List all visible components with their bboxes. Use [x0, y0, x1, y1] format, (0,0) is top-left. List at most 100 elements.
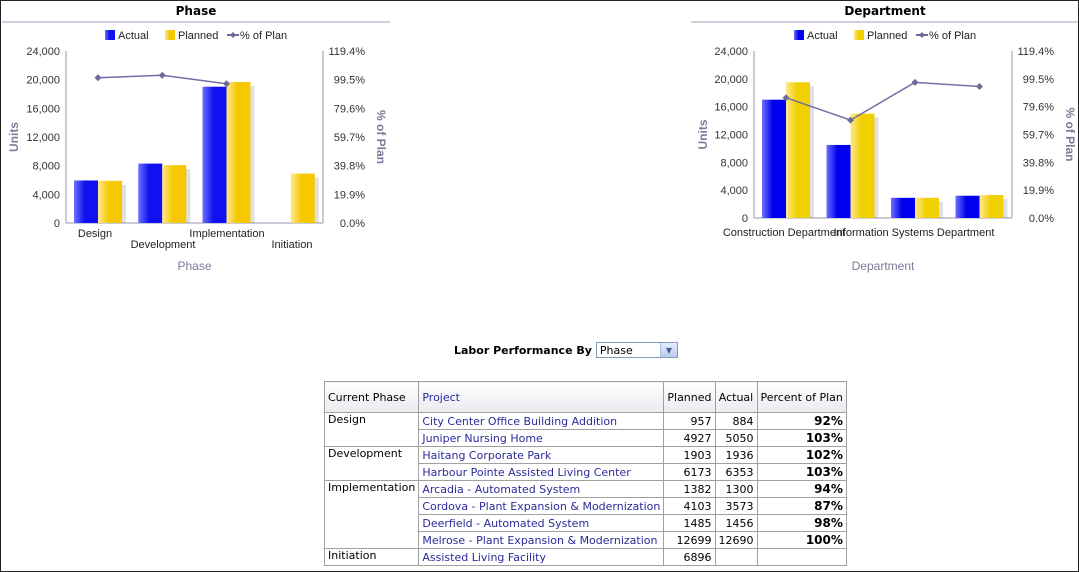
y-tick-label: 8,000: [720, 157, 748, 169]
percent-cell: [756, 548, 847, 566]
group-by-dropdown[interactable]: Phase ▼: [595, 342, 678, 358]
col-project[interactable]: Project: [418, 381, 665, 413]
y2-tick-label: 59.7%: [1023, 130, 1054, 142]
y2-tick-label: 0.0%: [1029, 213, 1054, 225]
y-tick-label: 20,000: [714, 74, 748, 86]
legend-label: Planned: [867, 30, 907, 42]
bar-planned: [226, 82, 251, 223]
percent-of-plan-point: [223, 80, 230, 88]
percent-of-plan-point: [782, 94, 790, 102]
department-chart-svg: Actual Planned % of Plan 0 0.0% 4,000 19.9% 8,0…: [696, 30, 1077, 273]
y-tick-label: 8,000: [32, 161, 60, 173]
y-tick-label: 0: [54, 218, 60, 230]
y2-tick-label: 0.0%: [340, 218, 365, 230]
table-row: Design City Center Office Building Additi…: [323, 412, 847, 447]
y2-tick-label: 59.7%: [334, 132, 365, 144]
y2-tick-label: 39.8%: [334, 161, 365, 173]
legend-swatch-0: [105, 30, 115, 40]
project-link[interactable]: Harbour Pointe Assisted Living Center: [418, 463, 665, 481]
bar-planned: [98, 180, 122, 223]
bar-planned: [915, 197, 939, 218]
y-tick-label: 4,000: [720, 185, 748, 197]
x-tick-label: Construction Department: [723, 227, 845, 239]
percent-cell: 103%: [756, 429, 847, 447]
y-tick-label: 16,000: [26, 103, 60, 115]
bar-actual: [955, 195, 980, 218]
table-row: Harbour Pointe Assisted Living Center 617…: [325, 463, 847, 481]
percent-of-plan-point: [847, 116, 854, 124]
y-tick-label: 0: [742, 213, 748, 225]
y2-tick-label: 39.8%: [1023, 157, 1054, 169]
bar-planned: [979, 195, 1004, 218]
project-link[interactable]: Cordova - Plant Expansion & Modernizatio…: [418, 497, 665, 515]
planned-cell: 6173: [663, 463, 716, 481]
legend-label: % of Plan: [929, 30, 976, 42]
y2-tick-label: 79.6%: [334, 103, 365, 115]
legend-label: Actual: [118, 30, 149, 42]
y-tick-label: 20,000: [26, 75, 60, 87]
col-planned: Planned: [663, 381, 716, 413]
project-link[interactable]: Arcadia - Automated System: [418, 480, 665, 498]
legend-marker: [919, 32, 925, 38]
y-tick-label: 24,000: [26, 46, 60, 58]
phase-chart-svg: Actual Planned % of Plan 0 0.0% 4,000 19.9% 8,0…: [7, 30, 388, 273]
y-tick-label: 16,000: [714, 102, 748, 114]
actual-cell: 12690: [714, 531, 758, 549]
legend-swatch-1: [854, 30, 864, 40]
project-link[interactable]: City Center Office Building Addition: [418, 412, 665, 430]
percent-of-plan-point: [976, 83, 983, 91]
x-tick-label: Information Systems Department: [834, 227, 995, 239]
phase-cell: Development: [323, 446, 420, 481]
x-axis-title: Phase: [177, 259, 211, 273]
y2-tick-label: 79.6%: [1023, 102, 1054, 114]
project-link[interactable]: Deerfield - Automated System: [418, 514, 665, 532]
project-link[interactable]: Haitang Corporate Park: [418, 446, 665, 464]
col-current-phase: Current Phase: [323, 381, 420, 413]
chevron-down-icon[interactable]: ▼: [659, 343, 677, 357]
phase-cell: Design: [323, 412, 420, 447]
labor-table: Current Phase Project Planned Actual Per…: [323, 381, 847, 566]
actual-cell: 884: [714, 412, 758, 430]
table-row: Juniper Nursing Home 4927 5050 103%: [325, 429, 847, 447]
project-link[interactable]: Juniper Nursing Home: [418, 429, 665, 447]
y2-tick-label: 99.5%: [334, 75, 365, 87]
legend-swatch-1: [165, 30, 175, 40]
planned-cell: 957: [663, 412, 716, 430]
bar-actual: [891, 197, 915, 218]
percent-cell: 102%: [756, 446, 847, 464]
percent-cell: 103%: [756, 463, 847, 481]
bar-actual: [826, 144, 851, 218]
x-tick-label: Implementation: [189, 228, 264, 240]
col-actual: Actual: [714, 381, 758, 413]
y2-tick-label: 99.5%: [1023, 74, 1054, 86]
legend-marker: [230, 32, 236, 38]
x-tick-label: Initiation: [272, 239, 313, 251]
x-tick-label: Development: [131, 239, 196, 251]
phase-cell: Initiation: [323, 548, 420, 566]
table-row: Development Haitang Corporate Park 1903 193…: [323, 446, 847, 481]
percent-cell: 100%: [756, 531, 847, 549]
y-axis-title: Units: [7, 122, 21, 152]
percent-cell: 92%: [756, 412, 847, 430]
title-divider: [691, 21, 1078, 23]
actual-cell: 6353: [714, 463, 758, 481]
bar-actual: [138, 163, 163, 223]
percent-cell: 98%: [756, 514, 847, 532]
actual-cell: 5050: [714, 429, 758, 447]
percent-of-plan-point: [911, 78, 919, 86]
y2-tick-label: 19.9%: [1023, 185, 1054, 197]
project-link[interactable]: Assisted Living Facility: [418, 548, 665, 566]
actual-cell: [714, 548, 758, 566]
labor-performance-selector: Labor Performance By Phase ▼: [454, 342, 678, 358]
planned-cell: 1485: [663, 514, 716, 532]
col-percent-of-plan: Percent of Plan: [756, 381, 847, 413]
chart-title: Phase: [175, 4, 217, 18]
project-link[interactable]: Melrose - Plant Expansion & Modernizatio…: [418, 531, 665, 549]
y2-tick-label: 19.9%: [334, 189, 365, 201]
y2-axis-title: % of Plan: [1063, 107, 1077, 161]
planned-cell: 1903: [663, 446, 716, 464]
title-divider: [2, 21, 390, 23]
percent-of-plan-point: [94, 74, 102, 82]
legend-label: Planned: [178, 30, 218, 42]
